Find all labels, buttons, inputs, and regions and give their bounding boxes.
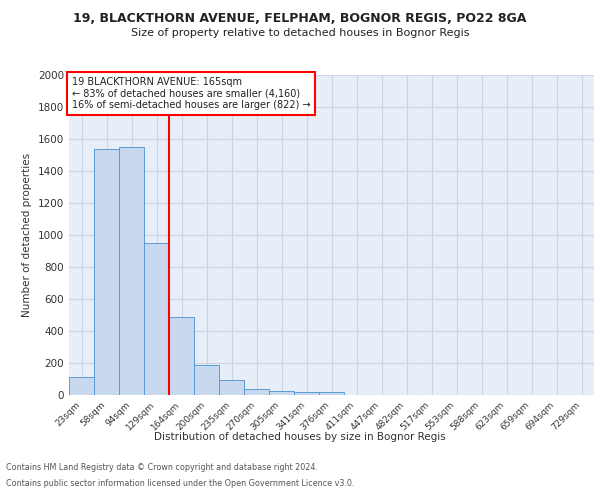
Bar	[94, 148, 119, 395]
Text: 19, BLACKTHORN AVENUE, FELPHAM, BOGNOR REGIS, PO22 8GA: 19, BLACKTHORN AVENUE, FELPHAM, BOGNOR R…	[73, 12, 527, 26]
Bar	[219, 380, 244, 395]
Bar	[319, 392, 344, 395]
Text: Contains public sector information licensed under the Open Government Licence v3: Contains public sector information licen…	[6, 478, 355, 488]
Bar	[294, 392, 319, 395]
Text: Contains HM Land Registry data © Crown copyright and database right 2024.: Contains HM Land Registry data © Crown c…	[6, 464, 318, 472]
Bar	[194, 366, 219, 395]
Bar	[69, 378, 94, 395]
Text: Size of property relative to detached houses in Bognor Regis: Size of property relative to detached ho…	[131, 28, 469, 38]
Bar	[169, 316, 194, 395]
Bar	[144, 243, 169, 395]
Bar	[244, 389, 269, 395]
Text: 19 BLACKTHORN AVENUE: 165sqm
← 83% of detached houses are smaller (4,160)
16% of: 19 BLACKTHORN AVENUE: 165sqm ← 83% of de…	[71, 76, 310, 110]
Bar	[119, 147, 144, 395]
Y-axis label: Number of detached properties: Number of detached properties	[22, 153, 32, 317]
Bar	[269, 390, 294, 395]
Text: Distribution of detached houses by size in Bognor Regis: Distribution of detached houses by size …	[154, 432, 446, 442]
